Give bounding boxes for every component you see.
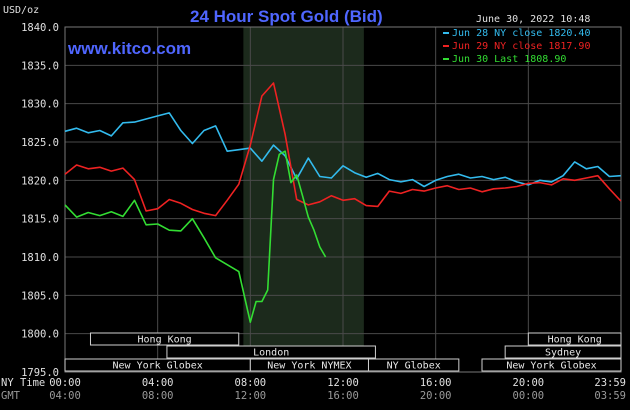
unit-label: USD/oz [3,5,39,16]
y-tick-label: 1840.0 [21,22,59,34]
x-tick-label: 00:00 [49,377,81,389]
y-tick-label: 1830.0 [21,99,59,111]
y-tick-label: 1815.0 [21,214,59,226]
x-tick-label: 12:00 [327,377,359,389]
y-tick-label: 1805.0 [21,290,59,302]
x-tick-label: 03:59 [594,390,626,402]
chart-title: 24 Hour Spot Gold (Bid) [190,7,383,26]
session-label: New York Globex [506,361,596,372]
legend-entry: Jun 30 Last 1808.90 [452,54,566,65]
y-tick-label: 1835.0 [21,60,59,72]
session-label: Hong Kong [138,335,192,346]
x-tick-label: 12:00 [235,390,267,402]
x-tick-label: 16:00 [420,377,452,389]
session-label: Hong Kong [548,335,602,346]
session-label: New York NYMEX [267,361,351,372]
y-tick-label: 1810.0 [21,252,59,264]
session-label: New York Globex [113,361,203,372]
x-tick-label: 23:59 [594,377,626,389]
session-label: NY Globex [387,361,441,372]
x-tick-label: 20:00 [513,377,545,389]
x-tick-label: 00:00 [513,390,545,402]
x-tick-label: 04:00 [142,377,174,389]
x-tick-label: 08:00 [235,377,267,389]
session-label: London [253,348,289,359]
timestamp: June 30, 2022 10:48 [476,14,590,25]
session-label: Sydney [545,348,581,359]
x-tick-label: 04:00 [49,390,81,402]
website-link[interactable]: www.kitco.com [67,39,191,58]
x-axis-row-label: NY Time [1,377,45,389]
y-tick-label: 1825.0 [21,137,59,149]
y-tick-label: 1800.0 [21,329,59,341]
x-tick-label: 20:00 [420,390,452,402]
legend-entry: Jun 29 NY close 1817.90 [452,41,590,52]
x-tick-label: 08:00 [142,390,174,402]
legend-entry: Jun 28 NY close 1820.40 [452,28,590,39]
y-tick-label: 1820.0 [21,175,59,187]
x-tick-label: 16:00 [327,390,359,402]
x-axis-row-label: GMT [1,390,21,402]
